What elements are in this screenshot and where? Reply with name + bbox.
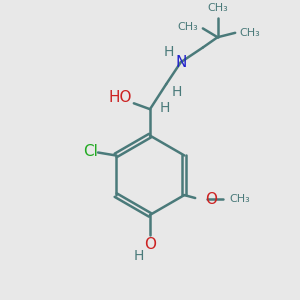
- Text: CH₃: CH₃: [207, 3, 228, 13]
- Text: Cl: Cl: [83, 143, 98, 158]
- Text: H: H: [160, 101, 170, 115]
- Text: H: H: [134, 249, 144, 263]
- Text: N: N: [175, 55, 187, 70]
- Text: O: O: [144, 237, 156, 252]
- Text: CH₃: CH₃: [178, 22, 199, 32]
- Text: O: O: [205, 192, 217, 207]
- Text: HO: HO: [109, 90, 132, 105]
- Text: H: H: [171, 85, 182, 99]
- Text: H: H: [164, 45, 174, 59]
- Text: CH₃: CH₃: [240, 28, 260, 38]
- Text: CH₃: CH₃: [230, 194, 250, 205]
